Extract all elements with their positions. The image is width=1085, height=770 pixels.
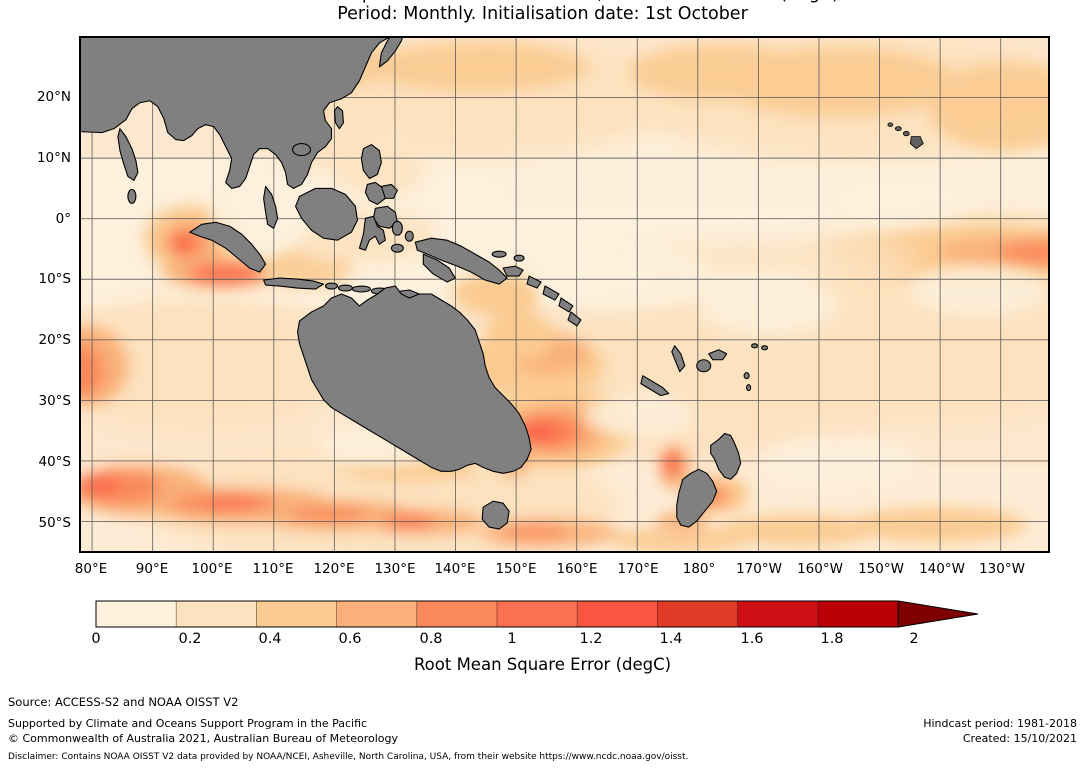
copyright-line: © Commonwealth of Australia 2021, Austra…	[8, 732, 398, 745]
support-line-1: Supported by Climate and Oceans Support …	[8, 717, 368, 730]
colorbar-band	[416, 601, 497, 627]
source-line: Source: ACCESS-S2 and NOAA OISST V2	[8, 695, 239, 709]
y-tick-label: 10°S	[38, 271, 72, 287]
colorbar-tick-label: 0.4	[258, 631, 282, 647]
x-tick-label: 140°W	[919, 561, 965, 577]
colorbar-tick-label: 0.8	[419, 631, 443, 647]
y-tick-label: 30°S	[38, 393, 72, 409]
x-tick-label: 110°E	[252, 561, 294, 577]
map-raster	[80, 37, 1049, 552]
x-tick-label: 160°W	[797, 561, 843, 577]
colorbar-tick-label: 0	[91, 631, 101, 647]
graticule	[80, 37, 1049, 552]
colorbar-tick-label: 1.4	[659, 631, 683, 647]
colorbar-band	[256, 601, 337, 627]
colorbar-tick-label: 2	[909, 631, 919, 647]
sst-rmse-map	[79, 36, 1050, 553]
y-tick-label: 0°	[55, 211, 71, 227]
support-lines: Supported by Climate and Oceans Support …	[8, 716, 398, 746]
y-tick-label: 20°N	[36, 89, 71, 105]
colorbar-tick-label: 0.2	[178, 631, 202, 647]
y-tick-label: 10°N	[36, 150, 71, 166]
figure-title-sub: Period: Monthly. Initialisation date: 1s…	[337, 4, 748, 24]
colorbar-band	[817, 601, 898, 627]
x-tick-label: 90°E	[135, 561, 169, 577]
hawaii-islands	[887, 122, 924, 150]
x-tick-label: 80°E	[74, 561, 108, 577]
y-tick-label: 50°S	[38, 515, 72, 531]
metadata-lines: Hindcast period: 1981-2018 Created: 15/1…	[923, 716, 1077, 746]
figure-title-main: Root Mean Square Error of SST Hindcast, …	[0, 0, 1085, 4]
x-tick-label: 150°E	[495, 561, 537, 577]
x-tick-label: 120°E	[313, 561, 355, 577]
colorbar-band	[657, 601, 738, 627]
x-tick-label: 130°W	[979, 561, 1025, 577]
y-tick-label: 40°S	[38, 454, 72, 470]
landmasses	[80, 37, 769, 530]
colorbar-tick-label: 1.6	[740, 631, 764, 647]
x-tick-label: 180°	[682, 561, 716, 577]
colorbar-band	[737, 601, 818, 627]
colorbar-swatches	[95, 600, 979, 628]
colorbar-band	[497, 601, 578, 627]
colorbar-band	[96, 601, 177, 627]
x-tick-label: 140°E	[434, 561, 476, 577]
y-tick-label: 20°S	[38, 332, 72, 348]
colorbar-tick-label: 1	[507, 631, 517, 647]
colorbar-band	[176, 601, 257, 627]
x-tick-label: 170°W	[736, 561, 782, 577]
x-tick-label: 130°E	[374, 561, 416, 577]
created-date: Created: 15/10/2021	[962, 732, 1077, 745]
figure-title: Root Mean Square Error of SST Hindcast, …	[0, 0, 1085, 24]
colorbar-tick-label: 1.2	[579, 631, 603, 647]
colorbar-title: Root Mean Square Error (degC)	[413, 655, 672, 674]
x-tick-label: 150°W	[858, 561, 904, 577]
x-tick-label: 160°E	[556, 561, 598, 577]
colorbar-band	[336, 601, 417, 627]
disclaimer-line: Disclaimer: Contains NOAA OISST V2 data …	[8, 752, 689, 762]
hindcast-period: Hindcast period: 1981-2018	[923, 717, 1077, 730]
colorbar-band	[577, 601, 658, 627]
colorbar	[95, 600, 979, 628]
colorbar-tick-label: 0.6	[338, 631, 362, 647]
x-tick-label: 100°E	[191, 561, 233, 577]
colorbar-tick-label: 1.8	[820, 631, 844, 647]
x-tick-label: 170°E	[617, 561, 659, 577]
